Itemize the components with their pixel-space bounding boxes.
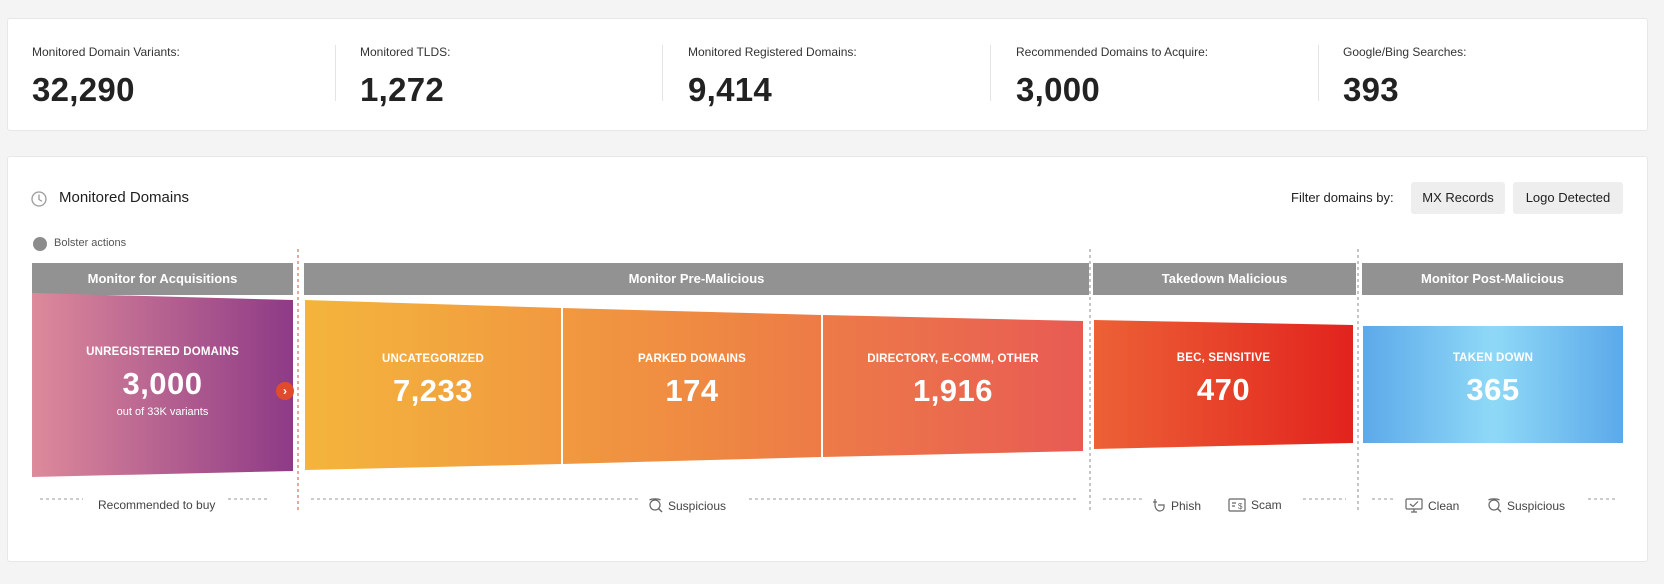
stat-value: 9,414 [688, 71, 773, 108]
segment-bec [1094, 320, 1353, 449]
stat-divider [990, 45, 991, 101]
action-scam: $ Scam [1228, 498, 1282, 512]
stat-divider [335, 45, 336, 101]
stat-value: 32,290 [32, 71, 135, 108]
segment-taken-down [1363, 326, 1623, 443]
filter-label: Filter domains by: [1291, 190, 1394, 205]
stat-label: Monitored Domain Variants: [32, 45, 180, 59]
action-suspicious: Suspicious [646, 498, 726, 513]
scam-icon: $ [1228, 498, 1246, 512]
suspicious-icon [649, 498, 663, 513]
segment-value: 7,233 [392, 373, 474, 408]
segment-unregistered [32, 293, 293, 477]
action-label: Clean [1428, 498, 1460, 513]
stat-value: 1,272 [360, 71, 445, 108]
stat-value: 393 [1343, 71, 1399, 108]
stage-header-post-malicious: Monitor Post-Malicious [1362, 263, 1623, 295]
segment-bec-label: BEC, SENSITIVE 470 [1094, 352, 1353, 408]
legend-dot-icon [33, 237, 47, 251]
segment-uncategorized [305, 300, 561, 470]
segment-value: 365 [1466, 372, 1520, 407]
stat-label: Monitored TLDS: [360, 45, 451, 59]
action-label: Scam [1251, 498, 1282, 512]
segment-label: UNREGISTERED DOMAINS [86, 346, 239, 358]
clean-icon [1405, 498, 1423, 513]
phish-icon [1153, 499, 1165, 512]
stat-label: Monitored Registered Domains: [688, 45, 857, 59]
action-label: Suspicious [1507, 498, 1566, 513]
action-phish: Phish [1151, 498, 1201, 513]
stat-label: Google/Bing Searches: [1343, 45, 1467, 59]
panel-title: Monitored Domains [59, 189, 190, 206]
filter-mx-records-button[interactable]: MX Records [1411, 182, 1505, 214]
segment-value: 3,000 [122, 366, 203, 401]
segment-directory-label: DIRECTORY, E-COMM, OTHER 1,916 [823, 353, 1083, 409]
action-label: Suspicious [668, 498, 727, 513]
stage-header-takedown: Takedown Malicious [1093, 263, 1356, 295]
svg-text:$: $ [1238, 502, 1243, 511]
filter-logo-detected-button[interactable]: Logo Detected [1513, 182, 1623, 214]
action-post-suspicious: Suspicious [1485, 498, 1565, 513]
legend-label: Bolster actions [54, 237, 127, 249]
segment-parked [563, 308, 821, 464]
action-recommended-to-buy: Recommended to buy [98, 498, 215, 512]
segment-label: PARKED DOMAINS [637, 353, 746, 365]
segment-label: UNCATEGORIZED [381, 353, 485, 365]
segment-value: 174 [665, 373, 719, 408]
monitored-domains-panel: Monitored Domains Filter domains by: MX … [7, 156, 1648, 562]
segment-label: TAKEN DOWN [1452, 352, 1534, 364]
segment-label: DIRECTORY, E-COMM, OTHER [867, 353, 1039, 365]
segment-directory [823, 315, 1083, 457]
stat-divider [1318, 45, 1319, 101]
funnel-chart [32, 249, 1623, 513]
suspicious-icon [1488, 498, 1502, 513]
segment-unregistered-label: UNREGISTERED DOMAINS 3,000 out of 33K va… [32, 346, 293, 418]
segment-sub: out of 33K variants [116, 406, 209, 418]
stats-card: Monitored Domain Variants: 32,290 Monito… [7, 18, 1648, 131]
segment-value: 1,916 [912, 373, 994, 408]
stage-header-pre-malicious: Monitor Pre-Malicious [304, 263, 1089, 295]
segment-value: 470 [1196, 372, 1251, 407]
segment-uncategorized-label: UNCATEGORIZED 7,233 [305, 353, 561, 409]
segment-label: BEC, SENSITIVE [1176, 352, 1271, 364]
chevron-right-icon[interactable]: › [276, 382, 294, 400]
action-clean: Clean [1405, 498, 1459, 513]
action-label: Phish [1171, 498, 1202, 513]
stat-value: 3,000 [1016, 71, 1101, 108]
clock-icon [31, 191, 47, 207]
segment-taken-down-label: TAKEN DOWN 365 [1363, 352, 1623, 408]
action-label: Recommended to buy [98, 498, 216, 512]
stat-divider [662, 45, 663, 101]
stat-label: Recommended Domains to Acquire: [1016, 45, 1209, 59]
segment-parked-label: PARKED DOMAINS 174 [563, 353, 821, 409]
stage-header-acquisitions: Monitor for Acquisitions [32, 263, 293, 295]
